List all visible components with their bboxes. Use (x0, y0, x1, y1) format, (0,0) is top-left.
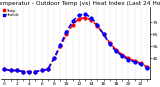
Title: Mil. - Temperatur - Outdoor Temp (vs) Heat Index (Last 24 Hours): Mil. - Temperatur - Outdoor Temp (vs) He… (0, 1, 160, 6)
Legend: Temp, HeatIdx: Temp, HeatIdx (3, 9, 19, 17)
